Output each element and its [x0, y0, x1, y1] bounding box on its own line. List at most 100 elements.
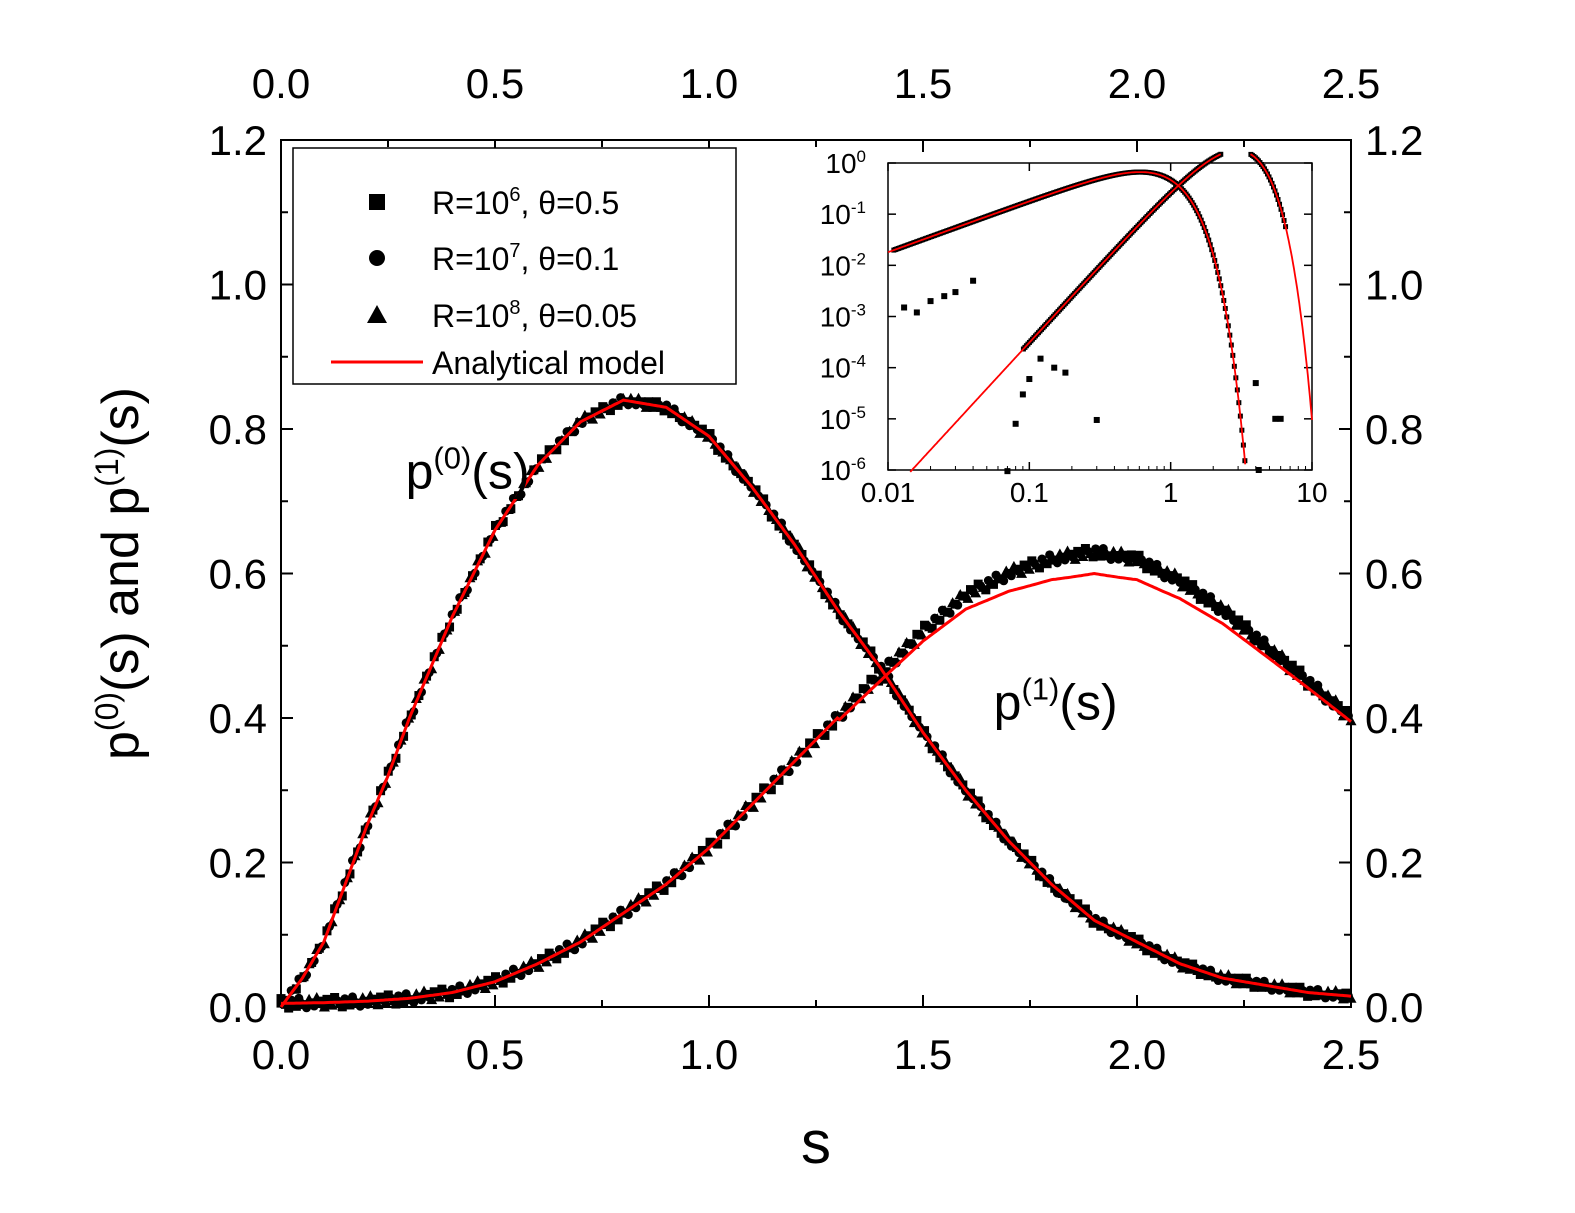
square-marker — [1257, 982, 1267, 992]
inset-scatter-marker — [913, 309, 920, 316]
triangle-marker — [947, 763, 959, 774]
inset-x-tick-label: 1 — [1163, 477, 1179, 508]
square-marker — [1318, 691, 1328, 701]
x-tick-label-top: 1.5 — [894, 60, 952, 107]
square-marker — [973, 796, 983, 806]
legend-box — [292, 147, 737, 385]
square-marker — [1134, 550, 1144, 560]
y-tick-label-right: 1.2 — [1365, 117, 1423, 164]
inset-scatter-marker — [1037, 355, 1044, 362]
legend-circle-marker — [369, 250, 385, 266]
x-tick-label-bottom: 1.0 — [680, 1031, 738, 1078]
square-marker — [1249, 982, 1259, 992]
triangle-marker — [1238, 978, 1250, 989]
y-tick-label-right: 0.2 — [1365, 840, 1423, 887]
inset-scatter-marker — [970, 277, 977, 284]
square-marker — [774, 775, 784, 785]
square-marker — [498, 517, 508, 527]
x-tick-label-top: 2.5 — [1322, 60, 1380, 107]
square-marker — [613, 400, 623, 410]
triangle-marker — [587, 413, 599, 424]
triangle-marker — [701, 846, 713, 857]
inset-scatter-marker — [1255, 467, 1262, 473]
square-marker — [866, 646, 876, 656]
triangle-marker — [1123, 556, 1135, 567]
square-marker — [337, 1002, 347, 1012]
legend-entry-label: R=108, θ=0.05 — [432, 297, 637, 334]
square-marker — [713, 839, 723, 849]
triangle-marker — [541, 956, 553, 967]
y-tick-label-left: 0.2 — [209, 840, 267, 887]
square-marker — [498, 978, 508, 988]
square-marker — [981, 585, 991, 595]
square-marker — [1195, 594, 1205, 604]
x-tick-label-bottom: 1.5 — [894, 1031, 952, 1078]
triangle-marker — [648, 401, 660, 412]
square-marker — [445, 622, 455, 632]
triangle-marker — [839, 611, 851, 622]
legend-entry-label: R=107, θ=0.1 — [432, 240, 619, 277]
x-tick-label-top: 0.5 — [466, 60, 524, 107]
triangle-marker — [1023, 563, 1035, 574]
triangle-marker — [962, 592, 974, 603]
triangle-marker — [893, 687, 905, 698]
square-marker — [1149, 948, 1159, 958]
square-marker — [1211, 602, 1221, 612]
square-marker — [559, 436, 569, 446]
series-p1-markers — [276, 544, 1357, 1013]
square-marker — [1264, 646, 1274, 656]
square-marker — [291, 984, 301, 994]
inset-scatter-marker — [1277, 415, 1284, 422]
inset-scatter-marker — [1062, 369, 1069, 376]
y-tick-label-left: 0.8 — [209, 406, 267, 453]
x-tick-label-bottom: 2.5 — [1322, 1031, 1380, 1078]
triangle-marker — [1230, 978, 1242, 989]
square-marker — [766, 785, 776, 795]
square-marker — [1142, 564, 1152, 574]
legend: R=106, θ=0.5 R=107, θ=0.1 R=108, θ=0.05 Ana… — [292, 147, 737, 385]
legend-entry-label: Analytical model — [432, 345, 665, 381]
square-marker — [1180, 576, 1190, 586]
square-marker — [1341, 705, 1351, 715]
inset-x-tick-label: 10 — [1296, 477, 1327, 508]
y-tick-label-left: 0.0 — [209, 984, 267, 1031]
inset-scatter-marker — [1012, 420, 1019, 427]
inset-scatter-marker — [952, 289, 959, 296]
square-marker — [1042, 877, 1052, 887]
triangle-marker — [1077, 550, 1089, 561]
inset-analytical-p0 — [887, 171, 1247, 465]
y-tick-label-right: 1.0 — [1365, 262, 1423, 309]
square-marker — [1157, 568, 1167, 578]
square-marker — [935, 615, 945, 625]
square-marker — [445, 993, 455, 1003]
square-marker — [345, 1000, 355, 1010]
triangle-marker — [801, 747, 813, 758]
square-marker — [1249, 636, 1259, 646]
square-marker — [1142, 946, 1152, 956]
inset-y-tick-label: 10-5 — [820, 403, 866, 435]
square-marker — [927, 623, 937, 633]
square-marker — [1257, 641, 1267, 651]
inset-scatter-marker — [1019, 391, 1026, 398]
square-marker — [812, 570, 822, 580]
square-marker — [1287, 660, 1297, 670]
series-p0-markers — [276, 392, 1357, 1008]
x-tick-label-top: 1.0 — [680, 60, 738, 107]
inset-plot: 0.01 0.1 1 10 100 10-1 10-2 10-3 10-4 10-5 10-6 — [820, 147, 1328, 508]
x-tick-label-top: 2.0 — [1108, 60, 1166, 107]
square-marker — [1172, 573, 1182, 583]
triangle-marker — [1291, 987, 1303, 998]
square-marker — [667, 878, 677, 888]
legend-square-marker — [369, 194, 385, 210]
square-marker — [1088, 552, 1098, 562]
square-marker — [1126, 932, 1136, 942]
inset-x-tick-label: 0.01 — [861, 477, 916, 508]
square-marker — [858, 637, 868, 647]
square-marker — [605, 406, 615, 416]
square-marker — [1241, 620, 1251, 630]
square-marker — [291, 1001, 301, 1011]
inset-y-tick-label: 10-6 — [820, 454, 866, 486]
inset-y-tick-label: 10-4 — [820, 352, 866, 384]
y-tick-label-left: 1.2 — [209, 117, 267, 164]
triangle-marker — [640, 896, 652, 907]
